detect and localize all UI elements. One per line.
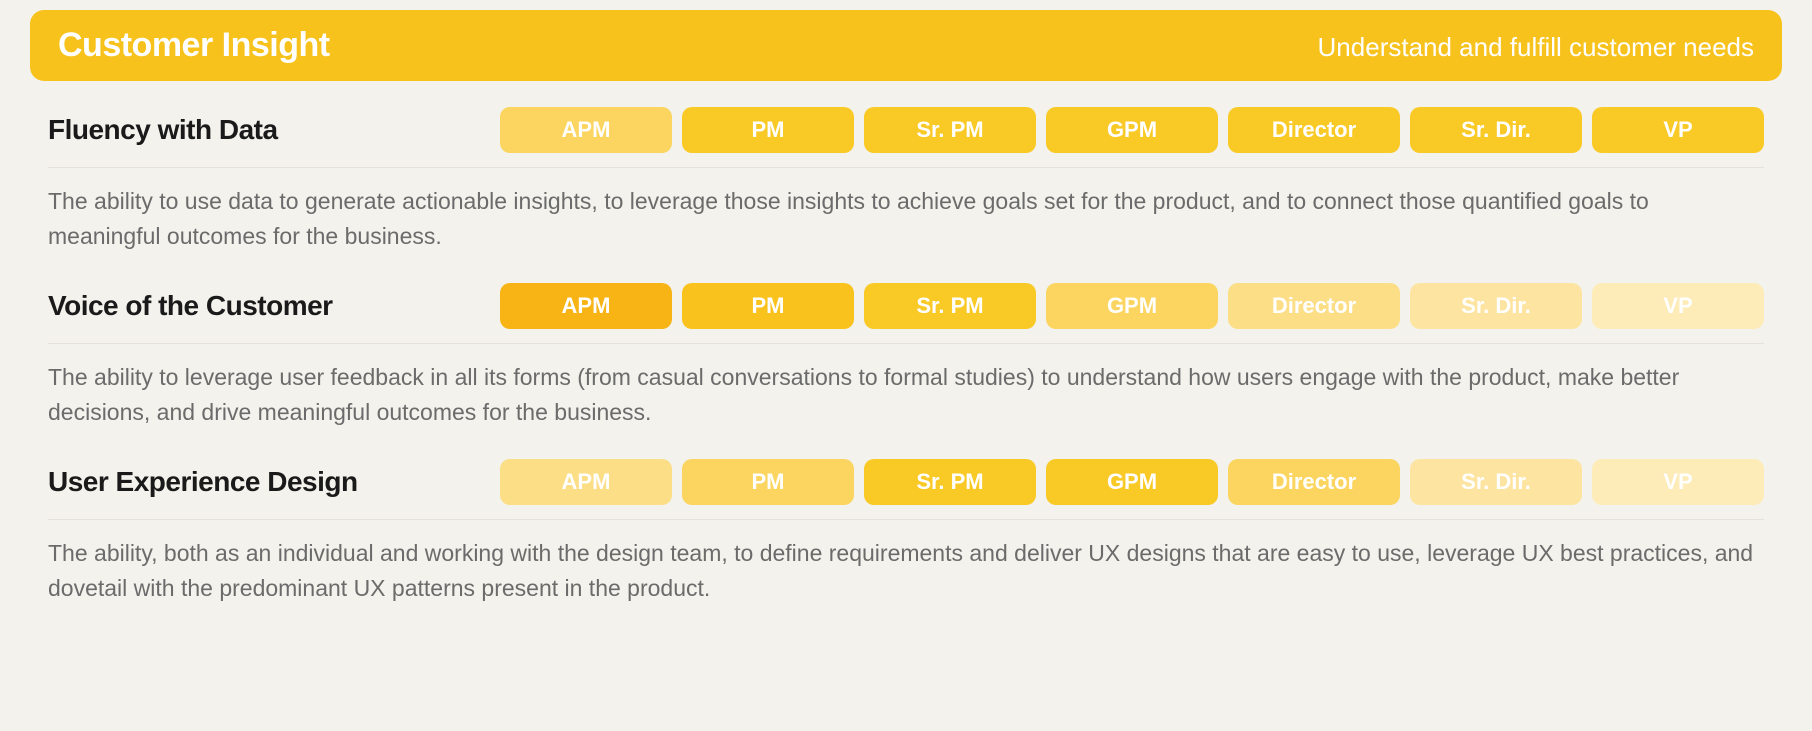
level-pill-run: APMPMSr. PMGPMDirectorSr. Dir.VP bbox=[500, 283, 1764, 329]
skill-row: User Experience Design APMPMSr. PMGPMDire… bbox=[30, 451, 1782, 519]
level-pill: Director bbox=[1228, 459, 1400, 505]
level-pill: VP bbox=[1592, 107, 1764, 153]
level-pill: VP bbox=[1592, 459, 1764, 505]
skill-name: User Experience Design bbox=[48, 466, 488, 498]
level-pill: Sr. Dir. bbox=[1410, 459, 1582, 505]
level-pill: PM bbox=[682, 283, 854, 329]
skill-description: The ability, both as an individual and w… bbox=[30, 520, 1782, 627]
competency-card: Customer Insight Understand and fulfill … bbox=[0, 0, 1812, 657]
header-title: Customer Insight bbox=[58, 26, 330, 65]
level-pill: Sr. PM bbox=[864, 107, 1036, 153]
level-pill: Sr. Dir. bbox=[1410, 107, 1582, 153]
level-pill: APM bbox=[500, 459, 672, 505]
skill-name: Voice of the Customer bbox=[48, 290, 488, 322]
level-pill: APM bbox=[500, 107, 672, 153]
skills-list: Fluency with DataAPMPMSr. PMGPMDirectorS… bbox=[30, 99, 1782, 627]
level-pill: GPM bbox=[1046, 459, 1218, 505]
level-pill-run: APMPMSr. PMGPMDirectorSr. Dir.VP bbox=[500, 107, 1764, 153]
header-subtitle: Understand and fulfill customer needs bbox=[1318, 32, 1754, 63]
level-pill: VP bbox=[1592, 283, 1764, 329]
level-pill: GPM bbox=[1046, 107, 1218, 153]
level-pill: Sr. Dir. bbox=[1410, 283, 1582, 329]
skill-description: The ability to use data to generate acti… bbox=[30, 168, 1782, 275]
level-pill: PM bbox=[682, 107, 854, 153]
skill-row: Voice of the Customer APMPMSr. PMGPMDirec… bbox=[30, 275, 1782, 343]
level-pill: PM bbox=[682, 459, 854, 505]
level-pill: Director bbox=[1228, 283, 1400, 329]
level-pill: APM bbox=[500, 283, 672, 329]
level-pill: GPM bbox=[1046, 283, 1218, 329]
level-pill: Sr. PM bbox=[864, 459, 1036, 505]
skill-block: User Experience Design APMPMSr. PMGPMDire… bbox=[30, 451, 1782, 627]
skill-row: Fluency with Data APMPMSr. PMGPMDirectorS… bbox=[30, 99, 1782, 167]
level-pill: Sr. PM bbox=[864, 283, 1036, 329]
skill-block: Fluency with Data APMPMSr. PMGPMDirectorS… bbox=[30, 99, 1782, 275]
level-pill-run: APMPMSr. PMGPMDirectorSr. Dir.VP bbox=[500, 459, 1764, 505]
skill-description: The ability to leverage user feedback in… bbox=[30, 344, 1782, 451]
skill-block: Voice of the Customer APMPMSr. PMGPMDirec… bbox=[30, 275, 1782, 451]
skill-name: Fluency with Data bbox=[48, 114, 488, 146]
level-pill: Director bbox=[1228, 107, 1400, 153]
header-bar: Customer Insight Understand and fulfill … bbox=[30, 10, 1782, 81]
